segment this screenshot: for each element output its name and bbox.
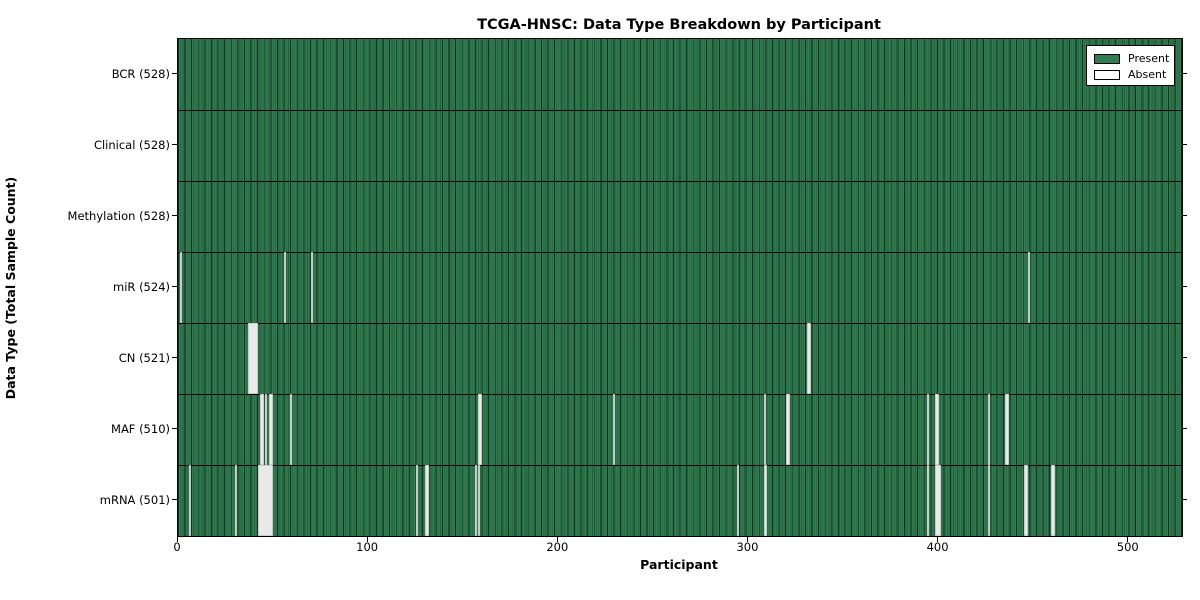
- ytick-mark: [172, 357, 177, 358]
- legend-label-present: Present: [1128, 52, 1170, 65]
- ytick-label-Clinical: Clinical (528): [93, 137, 170, 152]
- absent-cell-miR: [1027, 252, 1030, 323]
- xtick-label-400: 400: [926, 540, 949, 554]
- ytick-mark: [1182, 144, 1187, 145]
- absent-cell-MAF: [259, 394, 264, 465]
- absent-cell-CN: [807, 323, 812, 394]
- xtick-mark: [556, 537, 558, 542]
- absent-cell-MAF: [269, 394, 274, 465]
- absent-cell-mRNA: [189, 465, 192, 536]
- ytick-mark: [172, 215, 177, 216]
- absent-cell-mRNA: [934, 465, 941, 536]
- ytick-mark: [172, 73, 177, 74]
- absent-cell-MAF: [763, 394, 766, 465]
- row-divider: [178, 251, 1182, 253]
- ytick-mark: [172, 286, 177, 287]
- ytick-label-miR: miR (524): [113, 279, 170, 294]
- ytick-mark: [172, 144, 177, 145]
- ytick-label-BCR: BCR (528): [111, 66, 170, 81]
- absent-cell-mRNA: [474, 465, 477, 536]
- absent-cell-MAF: [478, 394, 483, 465]
- absent-cell-MAF: [988, 394, 990, 465]
- ytick-mark: [172, 499, 177, 500]
- ytick-mark: [1182, 357, 1187, 358]
- ytick-mark: [1182, 215, 1187, 216]
- ytick-label-Methylation: Methylation (528): [67, 208, 170, 223]
- legend-label-absent: Absent: [1128, 68, 1167, 81]
- absent-cell-MAF: [786, 394, 791, 465]
- ytick-label-CN: CN (521): [118, 350, 170, 365]
- plot-area: [177, 38, 1183, 537]
- absent-cell-CN: [248, 323, 258, 394]
- chart-title: TCGA-HNSC: Data Type Breakdown by Partic…: [477, 17, 881, 33]
- absent-cell-mRNA: [415, 465, 418, 536]
- row-divider: [178, 393, 1182, 395]
- xtick-label-100: 100: [356, 540, 379, 554]
- absent-cell-mRNA: [425, 465, 429, 536]
- row-divider: [178, 322, 1182, 324]
- absent-cell-mRNA: [235, 465, 237, 536]
- absent-cell-MAF: [265, 394, 268, 465]
- absent-cell-mRNA: [988, 465, 990, 536]
- row-divider: [178, 180, 1182, 182]
- absent-cell-MAF: [613, 394, 616, 465]
- xtick-mark: [746, 537, 748, 542]
- absent-cell-MAF: [1005, 394, 1009, 465]
- xtick-label-0: 0: [173, 540, 181, 554]
- ytick-label-MAF: MAF (510): [111, 421, 170, 436]
- legend-entry-present: Present: [1094, 51, 1170, 67]
- ytick-label-mRNA: mRNA (501): [99, 492, 170, 507]
- xtick-mark: [176, 537, 178, 542]
- x-axis-label: Participant: [640, 557, 718, 572]
- absent-cell-miR: [284, 252, 287, 323]
- xtick-mark: [1127, 537, 1129, 542]
- absent-cell-MAF: [934, 394, 939, 465]
- row-divider: [178, 109, 1182, 111]
- absent-swatch: [1094, 70, 1120, 80]
- xtick-mark: [366, 537, 368, 542]
- row-divider: [178, 464, 1182, 466]
- present-swatch: [1094, 54, 1120, 64]
- ytick-mark: [1182, 499, 1187, 500]
- legend: Present Absent: [1086, 45, 1175, 86]
- xtick-label-500: 500: [1116, 540, 1139, 554]
- xtick-label-300: 300: [736, 540, 759, 554]
- absent-cell-miR: [311, 252, 313, 323]
- absent-cell-MAF: [927, 394, 930, 465]
- ytick-mark: [172, 428, 177, 429]
- absent-cell-miR: [179, 252, 182, 323]
- ytick-mark: [1182, 428, 1187, 429]
- absent-cell-mRNA: [737, 465, 739, 536]
- xtick-label-200: 200: [546, 540, 569, 554]
- ytick-mark: [1182, 286, 1187, 287]
- absent-cell-MAF: [290, 394, 293, 465]
- absent-cell-mRNA: [1050, 465, 1055, 536]
- absent-cell-mRNA: [257, 465, 274, 536]
- absent-cell-mRNA: [478, 465, 481, 536]
- xtick-mark: [937, 537, 939, 542]
- absent-cell-mRNA: [927, 465, 930, 536]
- absent-cell-mRNA: [1024, 465, 1028, 536]
- absent-cell-mRNA: [763, 465, 768, 536]
- ytick-mark: [1182, 73, 1187, 74]
- legend-entry-absent: Absent: [1094, 67, 1167, 83]
